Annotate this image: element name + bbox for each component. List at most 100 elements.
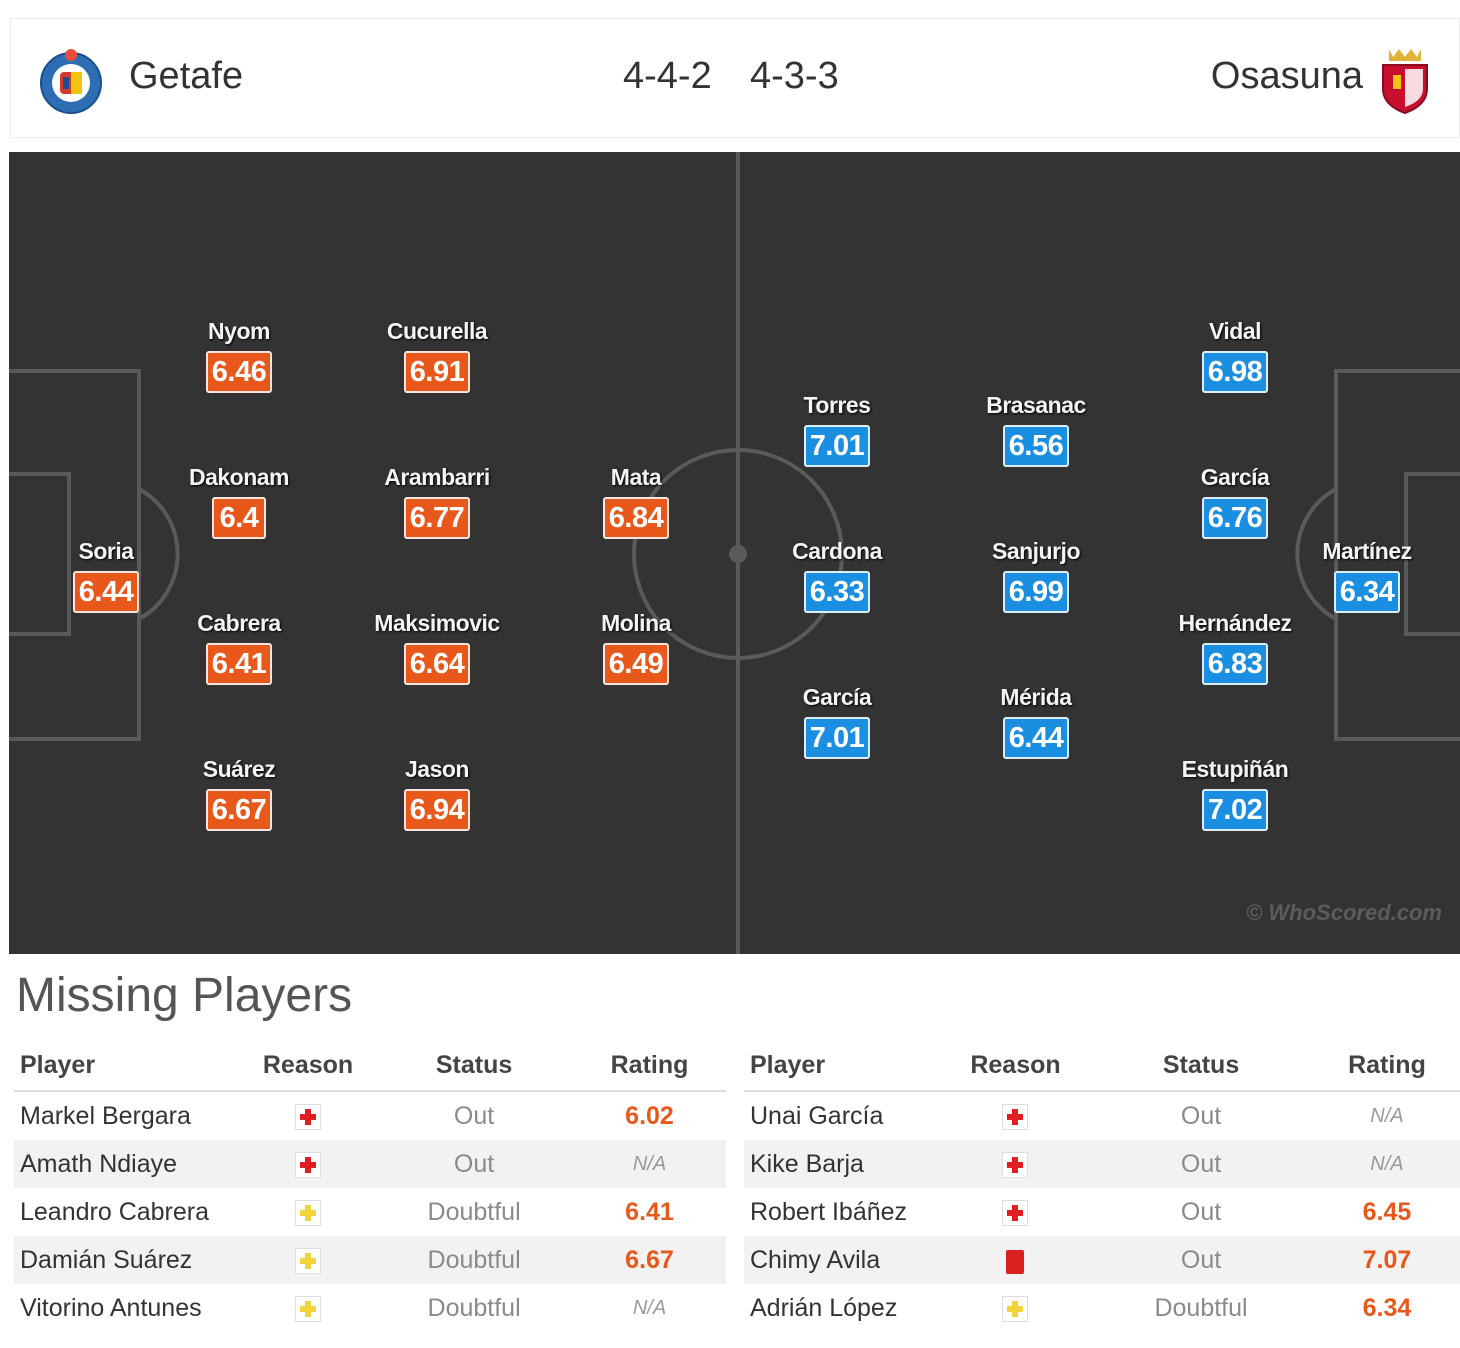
pitch-lines — [9, 152, 1460, 954]
pitch: Nyom 6.46 Cucurella 6.91 Dakonam 6.4 Ara… — [9, 152, 1460, 954]
home-team-name[interactable]: Getafe — [129, 55, 244, 97]
status-text: Out — [1088, 1140, 1314, 1188]
player-rating: 6.41 — [205, 643, 273, 685]
table-row: Markel Bergara Out 6.02 — [14, 1091, 726, 1140]
away-team-name[interactable]: Osasuna — [1210, 55, 1363, 97]
player-rating: 6.64 — [403, 643, 471, 685]
doubtful-icon[interactable] — [1002, 1295, 1029, 1322]
player-rating: 6.67 — [205, 789, 273, 831]
player-name[interactable]: Amath Ndiaye — [14, 1140, 241, 1188]
player-name: Mérida — [1000, 684, 1072, 710]
player-name[interactable]: Leandro Cabrera — [20, 1197, 210, 1226]
home-player-suarez[interactable]: Suárez 6.67 — [149, 756, 329, 831]
home-player-dakonam[interactable]: Dakonam 6.4 — [149, 464, 329, 539]
table-row: Kike Barja Out N/A — [744, 1140, 1460, 1188]
player-rating: 7.01 — [803, 717, 871, 759]
player-name: Nyom — [208, 318, 270, 344]
away-player-torres[interactable]: Torres 7.01 — [747, 392, 927, 467]
column-header-rating[interactable]: Rating — [1313, 1040, 1460, 1092]
player-name: Estupiñán — [1181, 756, 1289, 782]
home-player-jason[interactable]: Jason 6.94 — [347, 756, 527, 831]
player-name: Hernández — [1178, 610, 1292, 636]
player-rating: 6.46 — [205, 351, 273, 393]
table-row: Chimy Avila Out 7.07 — [744, 1236, 1460, 1284]
away-player-cardona[interactable]: Cardona 6.33 — [747, 538, 927, 613]
player-name: Brasanac — [986, 392, 1086, 418]
injury-icon[interactable] — [295, 1103, 322, 1130]
home-player-molina[interactable]: Molina 6.49 — [546, 610, 726, 685]
home-player-nyom[interactable]: Nyom 6.46 — [149, 318, 329, 393]
column-header-rating[interactable]: Rating — [573, 1040, 726, 1092]
player-name: Maksimovic — [374, 610, 500, 636]
rating-value: N/A — [573, 1140, 726, 1188]
player-rating: 7.02 — [1201, 789, 1269, 831]
player-name[interactable]: Chimy Avila — [744, 1236, 943, 1284]
injury-icon[interactable] — [1002, 1151, 1029, 1178]
rating-value: 7.07 — [1313, 1236, 1460, 1284]
away-player-hernandez[interactable]: Hernández 6.83 — [1145, 610, 1325, 685]
player-name[interactable]: Markel Bergara — [20, 1101, 191, 1130]
injury-icon[interactable] — [1002, 1199, 1029, 1226]
player-name[interactable]: Adrián López — [750, 1293, 898, 1322]
home-formation: 4-4-2 — [623, 55, 712, 97]
player-name: García — [802, 684, 872, 710]
table-row: Vitorino Antunes Doubtful N/A — [14, 1284, 726, 1332]
player-rating: 6.33 — [803, 571, 871, 613]
column-header-player[interactable]: Player — [744, 1040, 943, 1092]
column-header-player[interactable]: Player — [14, 1040, 241, 1092]
getafe-crest-icon[interactable] — [39, 47, 103, 115]
column-header-status[interactable]: Status — [375, 1040, 574, 1092]
status-text: Out — [1180, 1101, 1222, 1130]
osasuna-crest-icon[interactable] — [1379, 45, 1431, 115]
player-rating: 6.4 — [212, 497, 266, 539]
status-text: Doubtful — [427, 1197, 521, 1226]
player-name[interactable]: Kike Barja — [744, 1140, 943, 1188]
table-row: Damián Suárez Doubtful 6.67 — [14, 1236, 726, 1284]
watermark: © WhoScored.com — [1246, 900, 1442, 925]
column-header-reason[interactable]: Reason — [240, 1040, 376, 1092]
injury-icon[interactable] — [1002, 1103, 1029, 1130]
player-name[interactable]: Unai García — [750, 1101, 884, 1130]
table-row: Leandro Cabrera Doubtful 6.41 — [14, 1188, 726, 1236]
player-name: Molina — [601, 610, 671, 636]
red-card-icon[interactable] — [1002, 1248, 1028, 1274]
home-player-soria[interactable]: Soria 6.44 — [16, 538, 196, 613]
rating-value: 6.45 — [1362, 1197, 1412, 1226]
away-player-vidal[interactable]: Vidal 6.98 — [1145, 318, 1325, 393]
away-player-martinez[interactable]: Martínez 6.34 — [1277, 538, 1457, 613]
away-missing-table: Player Reason Status Rating Unai García … — [744, 1040, 1460, 1332]
away-player-garcia-left[interactable]: García 7.01 — [747, 684, 927, 759]
player-name[interactable]: Damián Suárez — [14, 1236, 241, 1284]
player-rating: 7.01 — [803, 425, 871, 467]
rating-value: 6.02 — [625, 1101, 674, 1130]
home-player-cucurella[interactable]: Cucurella 6.91 — [347, 318, 527, 393]
column-header-reason[interactable]: Reason — [942, 1040, 1089, 1092]
home-player-maksimovic[interactable]: Maksimovic 6.64 — [347, 610, 527, 685]
injury-icon[interactable] — [295, 1151, 322, 1178]
column-header-status[interactable]: Status — [1088, 1040, 1314, 1092]
away-player-merida[interactable]: Mérida 6.44 — [946, 684, 1126, 759]
status-text: Doubtful — [1154, 1293, 1248, 1322]
table-row: Adrián López Doubtful 6.34 — [744, 1284, 1460, 1332]
away-player-estupinan[interactable]: Estupiñán 7.02 — [1145, 756, 1325, 831]
away-player-brasanac[interactable]: Brasanac 6.56 — [946, 392, 1126, 467]
away-player-garcia-right[interactable]: García 6.76 — [1145, 464, 1325, 539]
table-row: Robert Ibáñez Out 6.45 — [744, 1188, 1460, 1236]
player-name[interactable]: Vitorino Antunes — [20, 1293, 202, 1322]
home-player-cabrera[interactable]: Cabrera 6.41 — [149, 610, 329, 685]
doubtful-icon[interactable] — [295, 1295, 322, 1322]
table-row: Unai García Out N/A — [744, 1091, 1460, 1140]
player-rating: 6.98 — [1201, 351, 1269, 393]
table-row: Amath Ndiaye Out N/A — [14, 1140, 726, 1188]
doubtful-icon[interactable] — [295, 1199, 322, 1226]
status-text: Out — [375, 1140, 574, 1188]
home-player-mata[interactable]: Mata 6.84 — [546, 464, 726, 539]
player-name: Cabrera — [197, 610, 281, 636]
player-rating: 6.91 — [403, 351, 471, 393]
player-name[interactable]: Robert Ibáñez — [750, 1197, 908, 1226]
home-player-arambarri[interactable]: Arambarri 6.77 — [347, 464, 527, 539]
away-player-sanjurjo[interactable]: Sanjurjo 6.99 — [946, 538, 1126, 613]
doubtful-icon[interactable] — [295, 1247, 322, 1274]
rating-value: N/A — [632, 1296, 667, 1319]
player-rating: 6.56 — [1002, 425, 1070, 467]
